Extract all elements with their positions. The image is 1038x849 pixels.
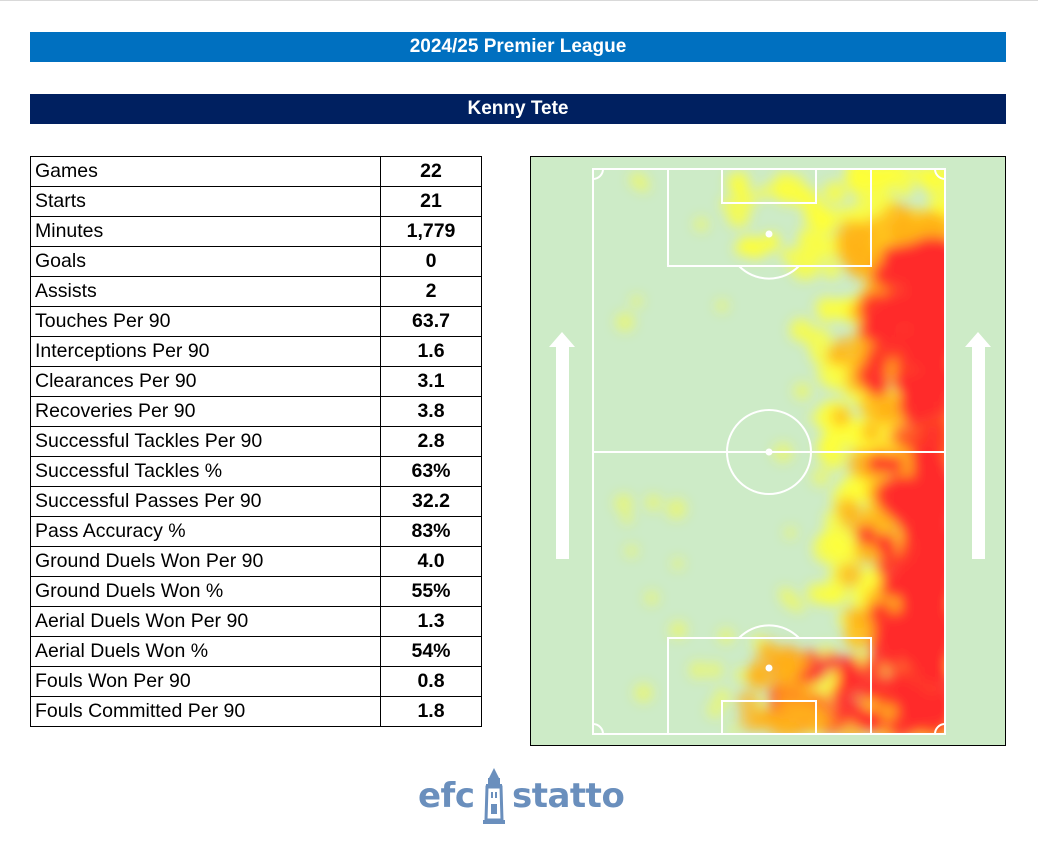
stat-value: 63% [380, 456, 482, 487]
stat-row: Clearances Per 90 3.1 [30, 366, 482, 397]
stat-label: Successful Passes Per 90 [30, 486, 381, 517]
stat-label: Recoveries Per 90 [30, 396, 381, 427]
pitch-svg [549, 168, 991, 735]
stat-row: Starts 21 [30, 186, 482, 217]
stat-value: 4.0 [380, 546, 482, 577]
corner-arc-tr [934, 168, 946, 180]
player-name: Kenny Tete [467, 98, 569, 119]
stat-value: 1.3 [380, 606, 482, 637]
stat-value: 83% [380, 516, 482, 547]
player-name-banner: Kenny Tete [30, 94, 1006, 124]
stat-value: 3.8 [380, 396, 482, 427]
season-title: 2024/25 Premier League [409, 36, 627, 57]
stat-value: 3.1 [380, 366, 482, 397]
stat-value: 2 [380, 276, 482, 307]
heatmap-layer [614, 169, 945, 734]
stat-row: Fouls Committed Per 90 1.8 [30, 696, 482, 727]
bottom-penalty-spot [765, 664, 773, 672]
stat-value: 21 [380, 186, 482, 217]
stat-row: Minutes 1,779 [30, 216, 482, 247]
heatmap-pitch [530, 156, 1006, 746]
stat-value: 0.8 [380, 666, 482, 697]
efc-statto-logo: efc statto [416, 768, 626, 828]
stat-row: Successful Tackles Per 90 2.8 [30, 426, 482, 457]
centre-spot [765, 448, 773, 456]
stat-label: Successful Tackles % [30, 456, 381, 487]
stat-value: 0 [380, 246, 482, 277]
stat-label: Fouls Won Per 90 [30, 666, 381, 697]
stat-row: Successful Passes Per 90 32.2 [30, 486, 482, 517]
logo-text-efc: efc [418, 776, 475, 816]
stat-row: Aerial Duels Won % 54% [30, 636, 482, 667]
stats-table: Games 22 Starts 21 Minutes 1,779 Goals 0 Assists… [30, 156, 482, 727]
stat-row: Recoveries Per 90 3.8 [30, 396, 482, 427]
stat-value: 1.6 [380, 336, 482, 367]
stat-row: Touches Per 90 63.7 [30, 306, 482, 337]
stat-row: Goals 0 [30, 246, 482, 277]
corner-arc-tl [592, 168, 604, 180]
logo-text-statto: statto [512, 776, 625, 816]
stat-row: Ground Duels Won Per 90 4.0 [30, 546, 482, 577]
top-divider [0, 0, 1038, 1]
top-six-yard-box [721, 168, 817, 204]
stat-label: Games [30, 156, 381, 187]
stat-row: Pass Accuracy % 83% [30, 516, 482, 547]
arrow-up-icon [549, 332, 575, 559]
stat-label: Fouls Committed Per 90 [30, 696, 381, 727]
stat-label: Ground Duels Won % [30, 576, 381, 607]
top-penalty-spot [765, 230, 773, 238]
stat-label: Touches Per 90 [30, 306, 381, 337]
stat-row: Aerial Duels Won Per 90 1.3 [30, 606, 482, 637]
stat-label: Clearances Per 90 [30, 366, 381, 397]
stat-row: Successful Tackles % 63% [30, 456, 482, 487]
stat-value: 2.8 [380, 426, 482, 457]
bottom-six-yard-box [721, 700, 817, 735]
stat-label: Goals [30, 246, 381, 277]
stat-row: Interceptions Per 90 1.6 [30, 336, 482, 367]
stat-value: 54% [380, 636, 482, 667]
stat-value: 1.8 [380, 696, 482, 727]
bottom-penalty-arc [738, 624, 800, 639]
stat-row: Assists 2 [30, 276, 482, 307]
stat-label: Ground Duels Won Per 90 [30, 546, 381, 577]
stat-value: 55% [380, 576, 482, 607]
tower-icon [483, 768, 505, 824]
stat-value: 1,779 [380, 216, 482, 247]
corner-arc-br [934, 723, 946, 735]
stat-label: Assists [30, 276, 381, 307]
corner-arc-bl [592, 723, 604, 735]
stat-value: 22 [380, 156, 482, 187]
stat-label: Aerial Duels Won % [30, 636, 381, 667]
season-title-banner: 2024/25 Premier League [30, 32, 1006, 62]
stat-row: Ground Duels Won % 55% [30, 576, 482, 607]
stat-label: Interceptions Per 90 [30, 336, 381, 367]
stat-label: Successful Tackles Per 90 [30, 426, 381, 457]
centre-circle [726, 409, 812, 495]
top-penalty-arc [738, 265, 800, 280]
stat-value: 63.7 [380, 306, 482, 337]
stat-row: Fouls Won Per 90 0.8 [30, 666, 482, 697]
stat-label: Starts [30, 186, 381, 217]
stat-value: 32.2 [380, 486, 482, 517]
stat-label: Aerial Duels Won Per 90 [30, 606, 381, 637]
stat-label: Pass Accuracy % [30, 516, 381, 547]
stat-row: Games 22 [30, 156, 482, 187]
arrow-up-icon [965, 332, 991, 559]
stat-label: Minutes [30, 216, 381, 247]
